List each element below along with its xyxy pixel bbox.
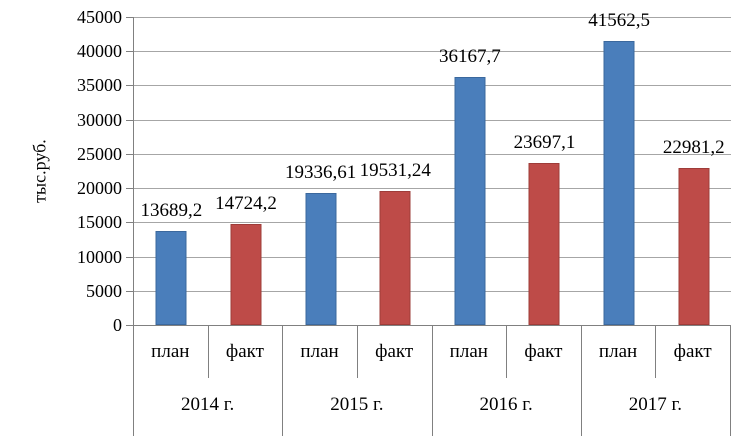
bar-plan	[603, 40, 635, 325]
y-tick-label: 25000	[77, 143, 122, 164]
y-axis-tick	[126, 188, 134, 190]
subcategory-label: план	[598, 341, 638, 362]
grid-line	[134, 290, 731, 292]
grid-line	[134, 17, 731, 18]
bar-value-label: 36167,7	[438, 46, 501, 68]
y-tick-label: 45000	[77, 7, 122, 27]
grid-line	[134, 119, 731, 121]
year-separator	[730, 325, 731, 436]
y-axis-tick	[126, 325, 134, 326]
plot-area: 13689,2 14724,2 19336,61 19531,24 36167,7 236…	[133, 10, 731, 326]
subcategory-label: план	[151, 341, 190, 362]
year-label: 2016 г.	[479, 394, 533, 415]
subcategory-separator	[356, 325, 358, 378]
y-axis-tick	[126, 85, 134, 87]
subcategory-label: факт	[375, 341, 414, 362]
subcategory-separator	[655, 325, 657, 378]
year-separator	[133, 325, 134, 436]
bar-value-label: 19336,61	[284, 161, 357, 183]
grid-line	[134, 51, 731, 53]
y-tick-label: 10000	[77, 246, 122, 267]
y-axis-tick	[126, 153, 134, 155]
grid-line	[134, 222, 731, 224]
grid-line	[134, 153, 731, 155]
y-axis-tick	[126, 290, 134, 292]
year-label: 2015 г.	[330, 394, 384, 415]
subcategory-label: план	[449, 341, 488, 362]
bar-value-label: 41562,5	[588, 9, 650, 31]
bar-value-label: 13689,2	[140, 200, 203, 222]
y-tick-label: 40000	[77, 41, 122, 62]
subcategory-label: факт	[524, 341, 563, 362]
y-tick-label: 15000	[77, 212, 122, 233]
y-axis-tick	[126, 222, 134, 224]
y-axis-tick	[126, 119, 134, 121]
bar-fact	[678, 167, 710, 325]
y-tick-label: 5000	[86, 280, 122, 301]
y-tick-label: 0	[113, 315, 122, 335]
bar-fact	[379, 191, 411, 325]
bar-plan	[155, 231, 187, 325]
year-label: 2017 г.	[628, 394, 682, 415]
grid-line	[134, 85, 731, 87]
y-tick-label: 30000	[77, 109, 122, 130]
bar-plan	[305, 192, 337, 325]
subcategory-separator	[207, 325, 209, 378]
year-label: 2014 г.	[181, 394, 235, 415]
subcategory-label: план	[300, 341, 339, 362]
bar-fact	[528, 162, 560, 325]
grid-line	[134, 188, 731, 190]
bar-value-label: 14724,2	[215, 193, 277, 215]
y-axis-tick	[126, 17, 134, 18]
subcategory-label: факт	[225, 341, 264, 362]
year-separator	[282, 325, 284, 436]
y-axis-tick	[126, 51, 134, 53]
y-tick-label: 20000	[77, 178, 122, 199]
grid-line	[134, 256, 731, 258]
bar-fact	[230, 224, 262, 325]
bar-plan	[454, 77, 486, 325]
bar-value-label: 22981,2	[662, 136, 725, 158]
y-tick-label: 35000	[77, 75, 122, 96]
subcategory-separator	[506, 325, 508, 378]
bar-value-label: 19531,24	[359, 160, 431, 182]
subcategory-label: факт	[673, 341, 712, 362]
bar-value-label: 23697,1	[513, 131, 576, 153]
year-separator	[431, 325, 433, 436]
y-axis-tick	[126, 256, 134, 258]
year-separator	[580, 325, 582, 436]
